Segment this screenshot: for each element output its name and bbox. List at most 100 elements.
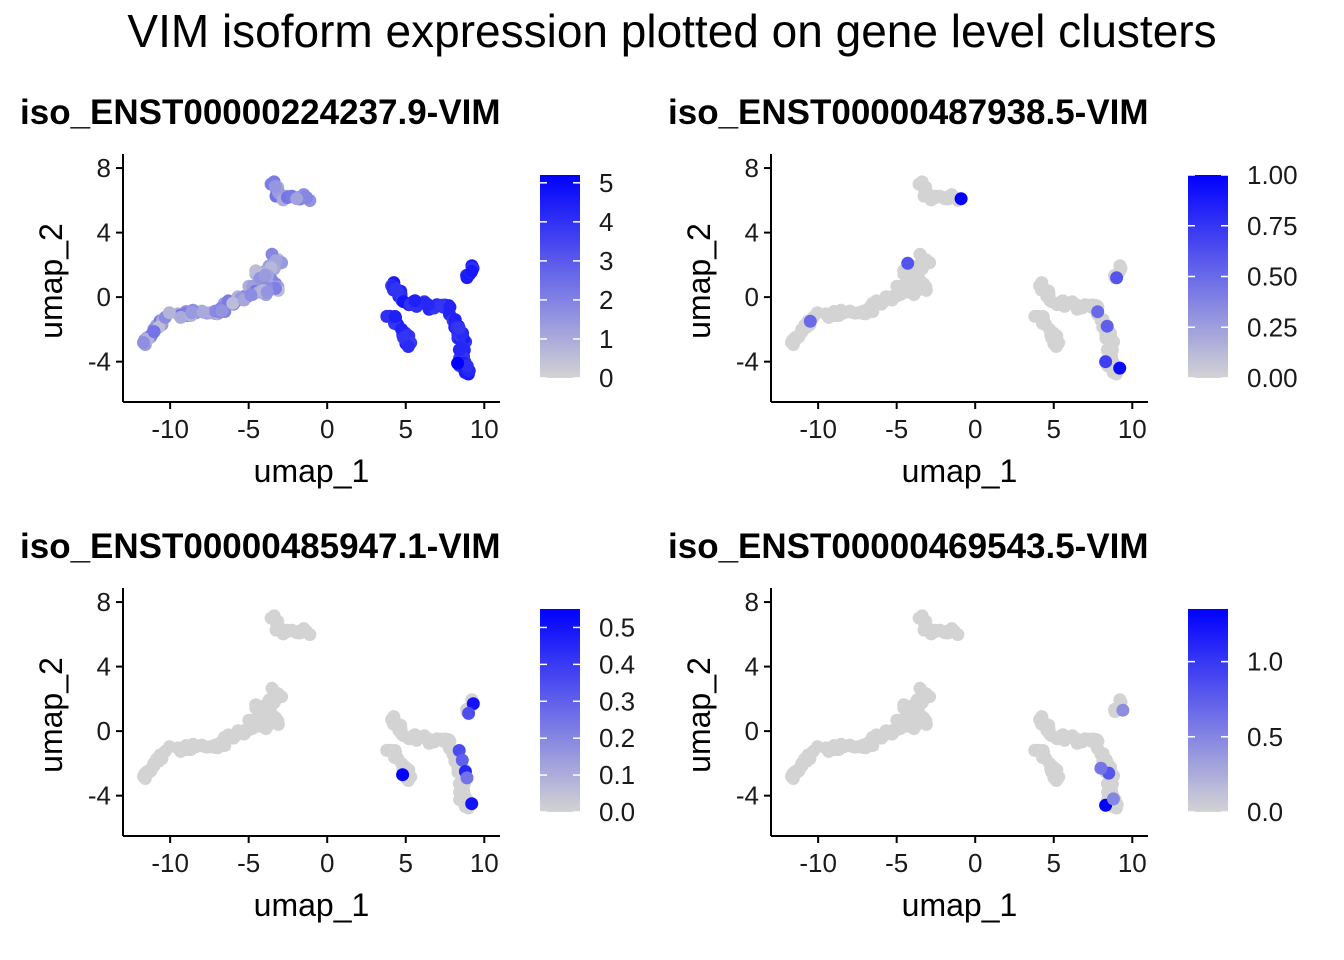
y-tick-label: 0 xyxy=(745,716,759,746)
panel-title: iso_ENST00000224237.9-VIM xyxy=(20,93,501,132)
scatter-points xyxy=(785,175,1128,381)
highlight-point xyxy=(1106,792,1120,806)
cell-point xyxy=(1069,298,1083,312)
scatter-panel-2: iso_ENST00000487938.5-VIM -10 -5 0 5 10 -4 0 4 8 u… xyxy=(668,93,1298,489)
highlight-point xyxy=(954,192,968,206)
scatter-points xyxy=(137,609,480,815)
figure-title: VIM isoform expression plotted on gene l… xyxy=(127,5,1217,57)
cell-point xyxy=(1100,777,1114,791)
cell-point xyxy=(290,192,304,206)
cell-point xyxy=(1069,732,1083,746)
colorbar-tick-label: 0.0 xyxy=(599,797,635,827)
colorbar xyxy=(1188,609,1228,812)
x-tick-label: 10 xyxy=(470,414,499,444)
cell-point xyxy=(1049,340,1063,353)
y-tick-label: 4 xyxy=(745,218,759,248)
x-tick-label: -5 xyxy=(885,848,908,878)
colorbar-tick-label: 3 xyxy=(599,246,613,276)
highlight-point xyxy=(465,797,479,811)
cell-point xyxy=(1049,774,1063,787)
highlight-point xyxy=(451,356,465,370)
y-tick-label: 4 xyxy=(97,218,111,248)
cell-point xyxy=(258,269,272,283)
cell-point xyxy=(938,626,952,640)
cell-point xyxy=(185,740,199,754)
y-tick-label: 0 xyxy=(97,282,111,312)
y-tick-label: 0 xyxy=(97,716,111,746)
x-tick-label: 0 xyxy=(320,848,334,878)
cell-point xyxy=(137,770,150,783)
scatter-panel-1: iso_ENST00000224237.9-VIM-10 -5 0 5 10-4048u… xyxy=(20,93,613,489)
x-tick-label: -5 xyxy=(237,414,260,444)
cell-point xyxy=(421,732,435,746)
colorbar-tick-label: 0.75 xyxy=(1247,211,1298,241)
colorbar-tick-label: 1.00 xyxy=(1247,160,1298,190)
highlight-point xyxy=(901,256,915,270)
cell-point xyxy=(810,740,824,754)
x-axis-label: umap_1 xyxy=(254,453,370,489)
cell-point xyxy=(196,305,210,319)
x-tick-label: 5 xyxy=(1047,414,1061,444)
cell-point xyxy=(408,294,422,308)
cell-point xyxy=(863,304,877,318)
cell-point xyxy=(196,739,210,753)
highlight-point xyxy=(1113,361,1127,375)
cell-point xyxy=(443,734,457,748)
cell-point xyxy=(863,738,877,752)
x-tick-label: -5 xyxy=(237,848,260,878)
highlight-point xyxy=(396,768,410,782)
cell-point xyxy=(174,310,188,324)
x-axis-label: umap_1 xyxy=(902,887,1018,923)
scatter-panel-3: iso_ENST00000485947.1-VIM -10 -5 0 5 10 -4 0 4 8 u… xyxy=(20,527,635,923)
highlight-point xyxy=(1116,703,1130,717)
cell-point xyxy=(268,179,282,193)
scatter-points xyxy=(785,609,1130,815)
colorbar-tick-label: 0.0 xyxy=(1247,797,1283,827)
x-tick-label: 0 xyxy=(968,848,982,878)
cell-point xyxy=(908,719,922,733)
y-tick-label: 8 xyxy=(97,587,111,617)
colorbar xyxy=(540,609,580,812)
x-axis-label: umap_1 xyxy=(902,453,1018,489)
cell-point xyxy=(147,759,161,773)
highlight-point xyxy=(803,314,817,328)
highlight-point xyxy=(1091,305,1105,319)
x-tick-label: 5 xyxy=(399,848,413,878)
cell-point xyxy=(916,613,930,627)
cell-point xyxy=(916,179,930,193)
highlight-point xyxy=(455,753,469,767)
cell-point xyxy=(1100,343,1114,357)
y-tick-label: -4 xyxy=(88,347,111,377)
cell-point xyxy=(906,269,920,283)
x-tick-label: 5 xyxy=(1047,848,1061,878)
cell-point xyxy=(452,321,466,335)
cell-point xyxy=(147,325,161,339)
colorbar-tick-label: 0.1 xyxy=(599,760,635,790)
cell-point xyxy=(785,770,798,783)
highlight-point xyxy=(462,706,476,720)
cell-point xyxy=(389,716,403,730)
scatter-points xyxy=(137,175,480,381)
cell-point xyxy=(290,626,304,640)
cell-point xyxy=(452,343,466,357)
y-tick-label: -4 xyxy=(736,347,759,377)
cell-point xyxy=(244,288,258,302)
colorbar-tick-label: 0.5 xyxy=(1247,722,1283,752)
x-tick-label: 10 xyxy=(470,848,499,878)
cell-point xyxy=(388,744,402,758)
cell-point xyxy=(844,305,858,319)
colorbar-tick-label: 0.25 xyxy=(1247,312,1298,342)
y-axis-label: umap_2 xyxy=(33,223,69,339)
panel-title: iso_ENST00000487938.5-VIM xyxy=(668,93,1149,132)
x-tick-label: 10 xyxy=(1118,414,1147,444)
y-tick-label: 8 xyxy=(745,587,759,617)
cell-point xyxy=(174,744,188,758)
colorbar-tick-label: 1.0 xyxy=(1247,647,1283,677)
highlight-point xyxy=(1099,355,1113,369)
colorbar-tick-label: 0.4 xyxy=(599,649,635,679)
y-tick-label: 0 xyxy=(745,282,759,312)
colorbar-tick-label: 0.2 xyxy=(599,723,635,753)
colorbar-tick-label: 0.50 xyxy=(1247,262,1298,292)
colorbar-tick-label: 4 xyxy=(599,207,613,237)
highlight-point xyxy=(1100,319,1114,333)
